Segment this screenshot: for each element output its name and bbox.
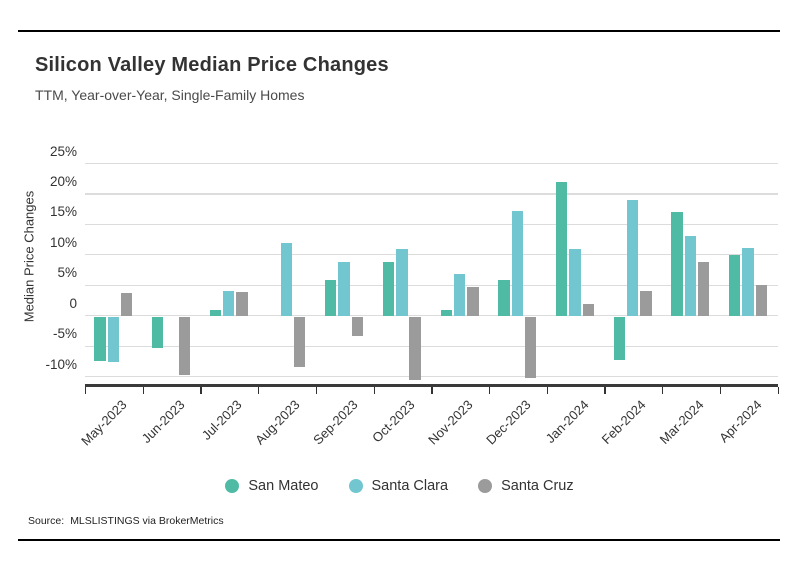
legend-dot-santa-cruz-icon	[478, 479, 493, 493]
x-axis-tick	[258, 387, 260, 394]
bar-san-mateo-sep-2023	[325, 280, 337, 316]
chart-subtitle: TTM, Year-over-Year, Single-Family Homes	[35, 87, 305, 103]
bar-santa-clara-dec-2023	[511, 211, 523, 316]
bar-san-mateo-nov-2023	[440, 309, 452, 316]
bar-santa-clara-aug-2023	[280, 242, 293, 316]
y-tick-label: 20%	[49, 174, 77, 190]
y-tick-label: 25%	[49, 143, 77, 159]
bar-santa-clara-apr-2024	[742, 247, 754, 316]
gridline-0	[85, 315, 778, 317]
bar-santa-cruz-jan-2024	[582, 304, 594, 316]
bar-santa-clara-jan-2024	[569, 249, 581, 316]
x-axis-tick	[719, 387, 722, 394]
bar-san-mateo-feb-2024	[613, 317, 626, 361]
bar-san-mateo-jan-2024	[556, 181, 568, 316]
bar-santa-clara-nov-2023	[453, 273, 466, 316]
bar-san-mateo-apr-2024	[729, 254, 741, 316]
bar-santa-clara-mar-2024	[684, 236, 697, 316]
legend-label: Santa Clara	[371, 478, 449, 494]
x-axis-tick	[546, 387, 549, 394]
legend-dot-santa-clara-icon	[348, 479, 363, 493]
top-divider	[18, 30, 780, 32]
bar-santa-cruz-dec-2023	[524, 317, 537, 379]
bar-santa-cruz-apr-2024	[755, 285, 768, 316]
chart-title: Silicon Valley Median Price Changes	[35, 54, 389, 76]
x-axis-tick	[604, 387, 606, 394]
bar-santa-clara-feb-2024	[627, 200, 639, 316]
bar-santa-cruz-may-2023	[120, 292, 133, 316]
y-tick-label: -10%	[45, 356, 77, 372]
legend-label: Santa Cruz	[501, 478, 574, 494]
legend-label: San Mateo	[248, 478, 319, 494]
source-prefix: Source:	[28, 515, 65, 527]
source-attribution: Source: MLSLISTINGS via BrokerMetrics	[28, 515, 224, 527]
y-tick-label: 5%	[57, 265, 77, 281]
legend-item-santa-clara: Santa Clara	[348, 478, 449, 494]
gridline--5%	[85, 345, 778, 347]
gridline-15%	[85, 223, 778, 226]
gridline-5%	[85, 284, 778, 286]
bar-san-mateo-dec-2023	[498, 280, 510, 316]
y-tick-label: 15%	[49, 204, 77, 220]
bar-santa-cruz-nov-2023	[467, 286, 479, 316]
x-axis-tick	[489, 387, 491, 394]
gridline-20%	[85, 193, 778, 195]
bar-san-mateo-jun-2023	[152, 317, 164, 348]
x-axis-tick	[315, 387, 318, 394]
bar-san-mateo-may-2023	[94, 317, 106, 362]
bar-santa-clara-sep-2023	[338, 261, 350, 316]
y-tick-label: -5%	[52, 326, 77, 342]
x-axis-tick	[142, 387, 145, 394]
legend-item-san-mateo: San Mateo	[225, 478, 319, 494]
bottom-divider	[18, 539, 780, 541]
bar-san-mateo-oct-2023	[382, 261, 395, 316]
legend-dot-san-mateo-icon	[225, 479, 240, 493]
x-axis-line	[85, 384, 778, 387]
bar-santa-clara-oct-2023	[396, 249, 408, 316]
bar-santa-cruz-jul-2023	[236, 292, 248, 316]
gridline-25%	[85, 163, 778, 165]
bar-santa-cruz-aug-2023	[294, 317, 306, 367]
y-tick-label: 0	[69, 295, 77, 311]
x-axis-tick	[85, 387, 87, 394]
bar-santa-cruz-jun-2023	[178, 317, 190, 375]
source-text: MLSLISTINGS via BrokerMetrics	[70, 515, 224, 527]
x-axis-tick	[662, 387, 664, 394]
bar-santa-cruz-feb-2024	[640, 291, 652, 316]
chart-legend: San Mateo Santa Clara Santa Cruz	[0, 478, 799, 494]
legend-item-santa-cruz: Santa Cruz	[478, 478, 574, 494]
x-axis-tick	[431, 387, 433, 394]
bar-santa-clara-may-2023	[107, 317, 119, 363]
bar-santa-cruz-sep-2023	[351, 317, 364, 336]
gridline-10%	[85, 254, 778, 256]
bar-san-mateo-jul-2023	[209, 309, 222, 316]
y-tick-label: 10%	[49, 234, 77, 250]
gridline--10%	[85, 375, 778, 378]
bar-san-mateo-mar-2024	[671, 211, 683, 316]
x-axis-tick	[200, 387, 202, 394]
x-axis-tick	[373, 387, 375, 394]
x-axis-tick	[777, 387, 779, 394]
bar-santa-cruz-oct-2023	[409, 317, 421, 380]
bar-santa-clara-jul-2023	[223, 291, 235, 316]
bar-santa-cruz-mar-2024	[698, 261, 710, 316]
